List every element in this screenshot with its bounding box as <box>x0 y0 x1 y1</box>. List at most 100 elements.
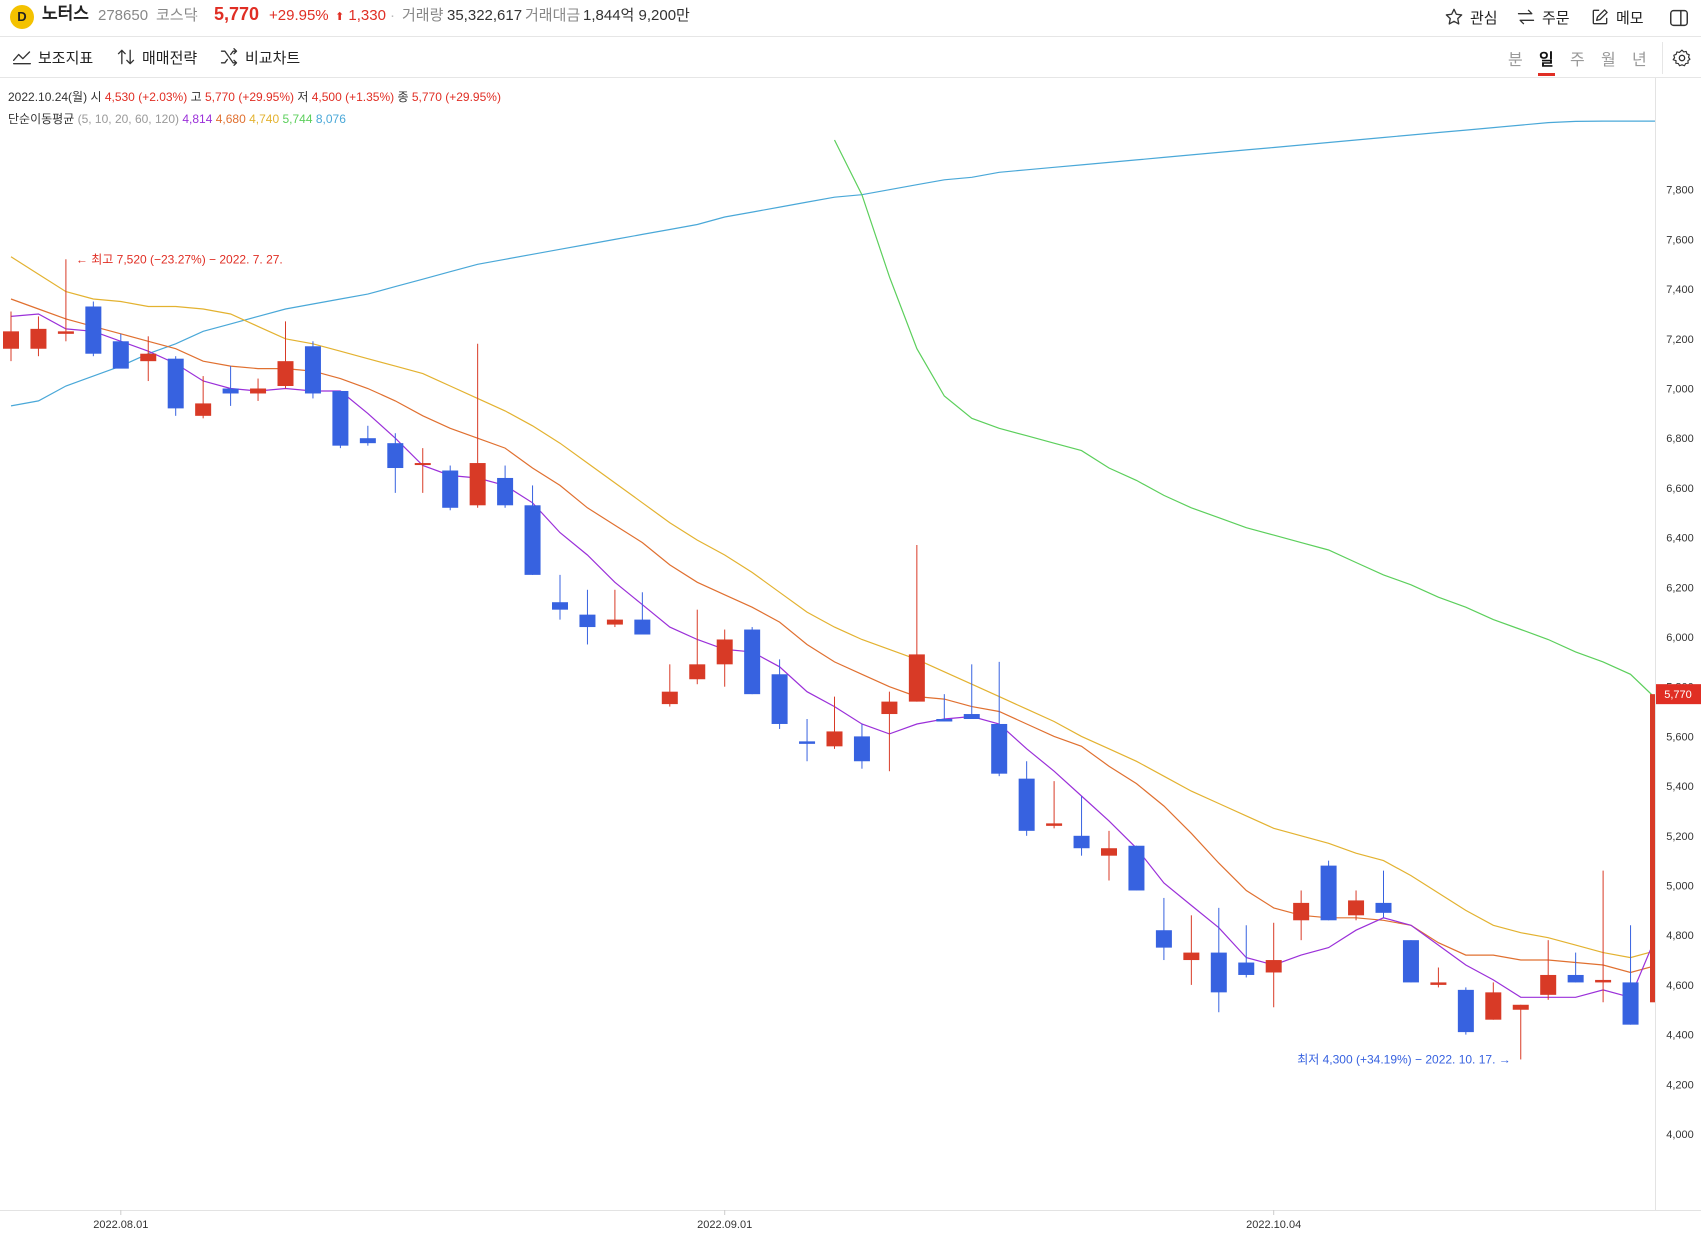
y-tick-label: 7,200 <box>1666 334 1694 346</box>
candle-body[interactable] <box>1046 823 1063 826</box>
candle-body[interactable] <box>304 346 321 394</box>
candle-body[interactable] <box>689 664 706 680</box>
candle-body[interactable] <box>1183 952 1200 961</box>
candle-body[interactable] <box>771 674 788 724</box>
y-tick-label: 7,000 <box>1666 384 1694 396</box>
candle-body[interactable] <box>579 614 596 628</box>
candle-body[interactable] <box>1128 845 1145 891</box>
trend-line-icon <box>13 51 32 65</box>
sort-arrows-icon <box>117 49 135 65</box>
last-price-tag <box>1656 684 1701 705</box>
compare-label: 비교차트 <box>245 49 301 67</box>
candle-body[interactable] <box>524 505 541 575</box>
candle-body[interactable] <box>1073 835 1090 849</box>
candle-body[interactable] <box>552 602 568 610</box>
candle-body[interactable] <box>1101 848 1117 856</box>
candle-body[interactable] <box>826 731 843 747</box>
candle-body[interactable] <box>30 328 47 349</box>
amount-label: 거래대금 <box>525 7 581 24</box>
candle-body[interactable] <box>799 741 816 744</box>
candle-body[interactable] <box>1485 992 1502 1020</box>
low-value: 4,500 (+1.35%) <box>311 90 395 104</box>
candle-body[interactable] <box>1540 974 1557 995</box>
watch-button[interactable]: 관심 <box>1444 4 1498 30</box>
indicators-label: 보조지표 <box>38 49 94 67</box>
chart-settings-button[interactable] <box>1662 42 1701 74</box>
memo-label: 메모 <box>1616 9 1644 27</box>
ma120-value: 8,076 <box>315 112 346 126</box>
y-tick-label: 6,200 <box>1666 582 1694 594</box>
candle-body[interactable] <box>167 358 184 409</box>
candle-body[interactable] <box>112 341 129 369</box>
candle-body[interactable] <box>195 403 212 416</box>
candle-body[interactable] <box>1457 989 1474 1033</box>
candle-body[interactable] <box>1430 982 1447 985</box>
candle-body[interactable] <box>606 619 623 625</box>
candle-body[interactable] <box>744 629 761 695</box>
candle-body[interactable] <box>140 353 157 362</box>
candle-body[interactable] <box>936 719 953 722</box>
candle-body[interactable] <box>359 438 376 444</box>
ma-label: 단순이동평균 <box>8 112 75 126</box>
candle-body[interactable] <box>414 463 431 466</box>
candle-body[interactable] <box>991 723 1008 774</box>
candle-body[interactable] <box>332 390 349 446</box>
candle-body[interactable] <box>387 443 404 469</box>
candle-body[interactable] <box>1155 930 1172 948</box>
sidebar-icon <box>1670 9 1688 27</box>
strategy-button[interactable]: 매매전략 <box>116 45 197 69</box>
ma60-value: 5,744 <box>282 112 313 126</box>
candle-body[interactable] <box>908 654 925 702</box>
candle-body[interactable] <box>661 691 678 705</box>
candle-body[interactable] <box>1348 900 1365 916</box>
candle-body[interactable] <box>716 639 733 665</box>
indicators-button[interactable]: 보조지표 <box>12 45 93 69</box>
candle-body[interactable] <box>634 619 651 635</box>
candle-body[interactable] <box>853 736 870 762</box>
candle-body[interactable] <box>222 388 239 394</box>
candlestick-chart[interactable]: 4,000 4,200 4,400 4,600 4,800 5,000 5,200 5,400… <box>0 78 1701 1235</box>
candle-body[interactable] <box>881 701 898 715</box>
candle-body[interactable] <box>1293 902 1310 921</box>
candle-body[interactable] <box>85 306 102 354</box>
change-rate: +29.95% <box>269 7 329 24</box>
candle-body[interactable] <box>1375 902 1392 913</box>
compare-button[interactable]: 비교차트 <box>219 45 300 69</box>
change-value: 1,330 <box>348 7 386 24</box>
candle-body[interactable] <box>250 388 267 394</box>
candle-body[interactable] <box>1512 1004 1529 1010</box>
memo-button[interactable]: 메모 <box>1590 4 1644 30</box>
chart-toolbar: 보조지표 매매전략 비교차트 분 일 주 월 년 <box>0 37 1701 78</box>
order-button[interactable]: 주문 <box>1516 4 1570 30</box>
period-tab-year[interactable]: 년 <box>1632 52 1647 69</box>
candle-body[interactable] <box>1402 940 1419 983</box>
period-tab-week[interactable]: 주 <box>1570 52 1585 69</box>
candle-body[interactable] <box>1595 979 1612 983</box>
candle-body[interactable] <box>1210 952 1227 993</box>
watch-label: 관심 <box>1470 9 1498 27</box>
candle-body[interactable] <box>442 470 459 508</box>
candle-body[interactable] <box>497 477 514 506</box>
candle-body[interactable] <box>469 463 486 506</box>
x-tick-label: 2022.09.01 <box>697 1219 752 1231</box>
candle-body[interactable] <box>1018 778 1035 831</box>
period-tab-day[interactable]: 일 <box>1538 46 1555 76</box>
candle-body[interactable] <box>1622 982 1639 1025</box>
y-tick-label: 5,200 <box>1666 831 1694 843</box>
candle-body[interactable] <box>1238 962 1255 975</box>
candle-body[interactable] <box>57 331 74 334</box>
side-panel-toggle[interactable] <box>1668 5 1690 31</box>
candle-body[interactable] <box>1650 694 1666 1003</box>
stock-logo: D <box>10 5 34 29</box>
stock-code: 278650 <box>98 7 149 24</box>
candle-body[interactable] <box>3 331 19 349</box>
period-tab-minute[interactable]: 분 <box>1508 52 1523 69</box>
period-tab-month[interactable]: 월 <box>1601 52 1616 69</box>
current-price: 5,770 <box>214 4 260 24</box>
candle-body[interactable] <box>1567 974 1584 983</box>
candle-body[interactable] <box>963 714 980 720</box>
candle-body[interactable] <box>277 361 294 387</box>
candle-body[interactable] <box>1320 865 1337 921</box>
y-tick-label: 5,600 <box>1666 731 1694 743</box>
candle-body[interactable] <box>1265 960 1282 973</box>
